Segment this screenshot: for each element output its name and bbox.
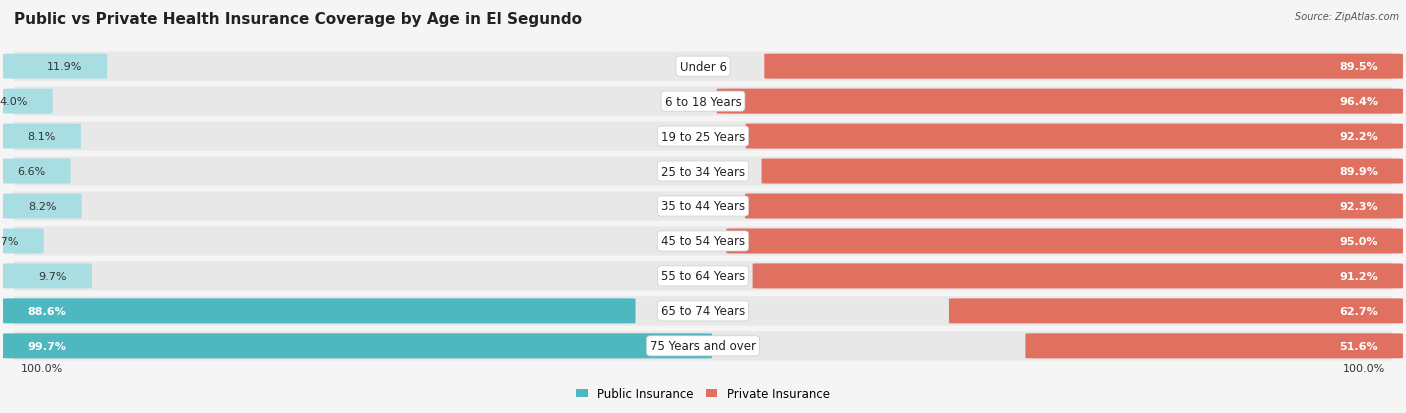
Text: Public vs Private Health Insurance Coverage by Age in El Segundo: Public vs Private Health Insurance Cover… (14, 12, 582, 27)
Text: 19 to 25 Years: 19 to 25 Years (661, 130, 745, 143)
FancyBboxPatch shape (949, 299, 1403, 324)
Text: 89.5%: 89.5% (1340, 62, 1378, 72)
FancyBboxPatch shape (10, 262, 1396, 291)
FancyBboxPatch shape (762, 159, 1403, 184)
FancyBboxPatch shape (10, 157, 1396, 186)
Text: 11.9%: 11.9% (46, 62, 83, 72)
FancyBboxPatch shape (1025, 334, 1403, 358)
Text: 99.7%: 99.7% (28, 341, 66, 351)
FancyBboxPatch shape (3, 159, 70, 184)
Text: 65 to 74 Years: 65 to 74 Years (661, 305, 745, 318)
Text: 35 to 44 Years: 35 to 44 Years (661, 200, 745, 213)
Text: 4.0%: 4.0% (0, 97, 28, 107)
Text: 2.7%: 2.7% (0, 236, 18, 247)
FancyBboxPatch shape (3, 124, 82, 149)
FancyBboxPatch shape (3, 229, 44, 254)
FancyBboxPatch shape (3, 299, 636, 324)
Text: 6.6%: 6.6% (17, 166, 46, 177)
Text: 6 to 18 Years: 6 to 18 Years (665, 95, 741, 108)
Text: Source: ZipAtlas.com: Source: ZipAtlas.com (1295, 12, 1399, 22)
Text: 96.4%: 96.4% (1339, 97, 1378, 107)
FancyBboxPatch shape (752, 264, 1403, 289)
Text: 89.9%: 89.9% (1340, 166, 1378, 177)
Text: 88.6%: 88.6% (28, 306, 66, 316)
Text: 8.2%: 8.2% (28, 202, 56, 211)
FancyBboxPatch shape (745, 124, 1403, 149)
FancyBboxPatch shape (765, 55, 1403, 79)
Text: 55 to 64 Years: 55 to 64 Years (661, 270, 745, 283)
Text: 45 to 54 Years: 45 to 54 Years (661, 235, 745, 248)
FancyBboxPatch shape (727, 229, 1403, 254)
FancyBboxPatch shape (3, 89, 52, 114)
FancyBboxPatch shape (10, 331, 1396, 361)
Text: 100.0%: 100.0% (21, 363, 63, 373)
Text: Under 6: Under 6 (679, 61, 727, 74)
FancyBboxPatch shape (745, 194, 1403, 219)
FancyBboxPatch shape (10, 227, 1396, 256)
FancyBboxPatch shape (3, 264, 91, 289)
FancyBboxPatch shape (3, 194, 82, 219)
FancyBboxPatch shape (10, 87, 1396, 116)
Text: 25 to 34 Years: 25 to 34 Years (661, 165, 745, 178)
FancyBboxPatch shape (10, 192, 1396, 221)
FancyBboxPatch shape (10, 297, 1396, 326)
Text: 92.2%: 92.2% (1340, 132, 1378, 142)
FancyBboxPatch shape (717, 89, 1403, 114)
Legend: Public Insurance, Private Insurance: Public Insurance, Private Insurance (571, 382, 835, 405)
FancyBboxPatch shape (10, 122, 1396, 151)
FancyBboxPatch shape (3, 334, 711, 358)
FancyBboxPatch shape (3, 55, 107, 79)
Text: 51.6%: 51.6% (1340, 341, 1378, 351)
Text: 100.0%: 100.0% (1343, 363, 1385, 373)
FancyBboxPatch shape (10, 52, 1396, 82)
Text: 92.3%: 92.3% (1340, 202, 1378, 211)
Text: 8.1%: 8.1% (28, 132, 56, 142)
Text: 95.0%: 95.0% (1340, 236, 1378, 247)
Text: 9.7%: 9.7% (38, 271, 67, 281)
Text: 62.7%: 62.7% (1340, 306, 1378, 316)
Text: 75 Years and over: 75 Years and over (650, 339, 756, 352)
Text: 91.2%: 91.2% (1340, 271, 1378, 281)
